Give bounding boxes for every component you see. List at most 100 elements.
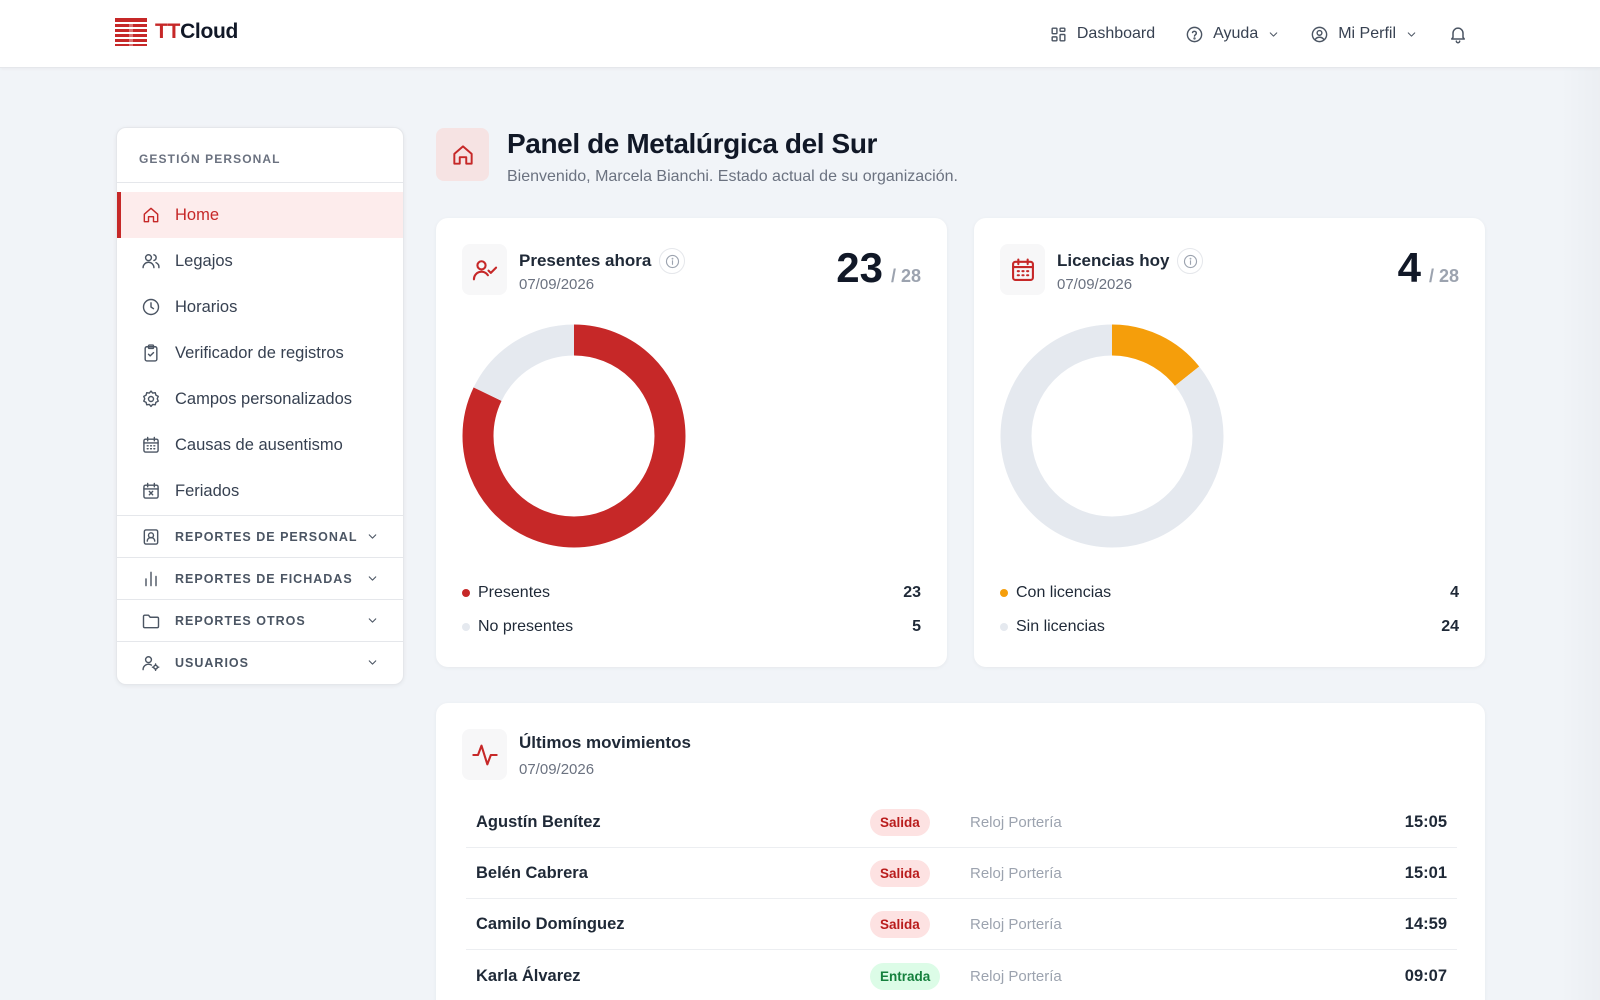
chevron-down-icon <box>1269 31 1278 37</box>
movement-time: 14:59 <box>1404 915 1447 933</box>
card-icon-box <box>462 244 507 295</box>
movement-row[interactable]: Belén Cabrera Salida Reloj Portería 15:0… <box>466 849 1457 899</box>
nav-dashboard[interactable]: Dashboard <box>1049 25 1155 44</box>
sidebar-group-reportes-otros[interactable]: REPORTES OTROS <box>117 599 403 641</box>
card-date: 07/09/2026 <box>519 276 595 293</box>
legend-dot <box>462 623 470 631</box>
movement-row[interactable]: Agustín Benítez Salida Reloj Portería 15… <box>466 798 1457 848</box>
top-nav: Dashboard Ayuda Mi Perfil <box>1049 0 1468 68</box>
users-icon <box>142 254 160 269</box>
sidebar: GESTIÓN PERSONAL Home Legajos Horarios V… <box>116 127 404 685</box>
employee-name: Karla Álvarez <box>476 966 581 985</box>
card-title-text: Licencias hoy <box>1057 251 1170 270</box>
legend-value: 24 <box>1441 618 1459 635</box>
card-title: Últimos movimientos <box>519 733 691 752</box>
sidebar-item-causas[interactable]: Causas de ausentismo <box>117 422 403 468</box>
sidebar-group-label: USUARIOS <box>175 655 249 670</box>
employee-name: Agustín Benítez <box>476 813 601 831</box>
movement-type-badge: Entrada <box>870 962 941 990</box>
legend-no-presentes: No presentes 5 <box>462 618 921 636</box>
sidebar-item-horarios[interactable]: Horarios <box>117 284 403 330</box>
movement-time: 15:05 <box>1404 813 1447 831</box>
donut-slice-no-presentes <box>462 324 686 548</box>
page-home-icon-box <box>436 128 489 181</box>
bar-chart-icon <box>145 571 157 586</box>
card-title: Presentes ahora <box>519 248 686 274</box>
count-total: / 28 <box>890 266 921 286</box>
donut-chart-presentes <box>462 324 686 548</box>
legend-value: 23 <box>903 584 921 601</box>
gear-icon <box>143 390 159 408</box>
count-summary: 23 / 28 <box>836 244 921 292</box>
donut-slice-sin-licencias <box>1000 324 1224 548</box>
movement-time: 15:01 <box>1404 864 1447 882</box>
chevron-down-icon <box>368 660 377 665</box>
card-presentes: Presentes ahora 07/09/2026 23 / 28 Prese… <box>436 218 947 667</box>
chevron-down-icon <box>368 618 377 623</box>
employee-name: Camilo Domínguez <box>476 915 625 933</box>
movement-type-badge: Salida <box>870 809 930 836</box>
legend-presentes: Presentes 23 <box>462 584 921 602</box>
home-icon <box>143 207 159 223</box>
page-header: Panel de Metalúrgica del Sur Bienvenido,… <box>436 128 958 186</box>
sidebar-group-reportes-fichadas[interactable]: REPORTES DE FICHADAS <box>117 557 403 599</box>
sidebar-item-label: Campos personalizados <box>175 389 353 408</box>
sidebar-item-campos[interactable]: Campos personalizados <box>117 376 403 422</box>
nav-help-dropdown[interactable]: Ayuda <box>1185 25 1280 44</box>
sidebar-item-feriados[interactable]: Feriados <box>117 468 403 514</box>
activity-pulse-icon <box>471 744 498 765</box>
nav-profile-label: Mi Perfil <box>1338 25 1396 42</box>
sidebar-item-legajos[interactable]: Legajos <box>117 238 403 284</box>
dashboard-grid-icon <box>1051 26 1066 42</box>
card-title: Licencias hoy <box>1057 248 1204 274</box>
sidebar-item-label: Verificador de registros <box>175 343 344 362</box>
count-value: 23 <box>836 244 883 291</box>
top-bar: TTCloud Dashboard Ayuda Mi Perfil <box>0 0 1600 68</box>
sidebar-item-label: Causas de ausentismo <box>175 435 343 454</box>
nav-profile-dropdown[interactable]: Mi Perfil <box>1310 25 1418 44</box>
calendar-icon <box>143 436 159 453</box>
calendar-x-icon <box>143 482 159 499</box>
movement-source: Reloj Portería <box>970 814 1062 831</box>
chevron-down-icon <box>1407 31 1416 37</box>
movement-row[interactable]: Camilo Domínguez Salida Reloj Portería 1… <box>466 900 1457 950</box>
legend-dot <box>1000 589 1008 597</box>
sidebar-group-label: REPORTES OTROS <box>175 613 306 628</box>
sidebar-item-label: Home <box>175 205 220 224</box>
clock-icon <box>142 298 160 316</box>
calendar-icon <box>1011 257 1034 281</box>
legend-value: 5 <box>912 618 921 635</box>
legend-con-licencias: Con licencias 4 <box>1000 584 1459 602</box>
card-icon-box <box>462 729 507 780</box>
sidebar-group-label: REPORTES DE FICHADAS <box>175 571 353 586</box>
legend-label: Con licencias <box>1016 584 1112 601</box>
sidebar-group-usuarios[interactable]: USUARIOS <box>117 641 403 683</box>
sidebar-item-verificador[interactable]: Verificador de registros <box>117 330 403 376</box>
user-circle-icon <box>1311 26 1328 42</box>
nav-help-label: Ayuda <box>1213 25 1259 42</box>
movement-source: Reloj Portería <box>970 916 1062 933</box>
legend-value: 4 <box>1450 584 1459 601</box>
donut-chart-licencias <box>1000 324 1224 548</box>
movement-type-badge: Salida <box>870 860 930 887</box>
movement-row[interactable]: Karla Álvarez Entrada Reloj Portería 09:… <box>466 951 1457 1000</box>
sidebar-item-label: Horarios <box>175 297 238 316</box>
sidebar-group-reportes-personal[interactable]: REPORTES DE PERSONAL <box>117 515 403 557</box>
card-movimientos: Últimos movimientos 07/09/2026 Agustín B… <box>436 703 1485 1000</box>
brand-logo[interactable]: TTCloud <box>115 18 238 46</box>
bell-icon[interactable] <box>1448 24 1468 44</box>
info-icon[interactable] <box>1177 248 1204 274</box>
movement-source: Reloj Portería <box>970 865 1062 882</box>
sidebar-group-label: REPORTES DE PERSONAL <box>175 529 358 544</box>
page-title: Panel de Metalúrgica del Sur <box>507 128 878 159</box>
legend-label: No presentes <box>478 618 574 635</box>
user-gear-icon <box>142 655 160 671</box>
sidebar-item-label: Feriados <box>175 481 240 500</box>
user-check-icon <box>472 259 497 280</box>
card-icon-box <box>1000 244 1045 295</box>
info-icon[interactable] <box>659 248 686 274</box>
logo-mark-icon <box>115 18 147 46</box>
chevron-down-icon <box>368 576 377 581</box>
card-date: 07/09/2026 <box>1057 276 1133 293</box>
sidebar-item-home[interactable]: Home <box>117 192 403 238</box>
